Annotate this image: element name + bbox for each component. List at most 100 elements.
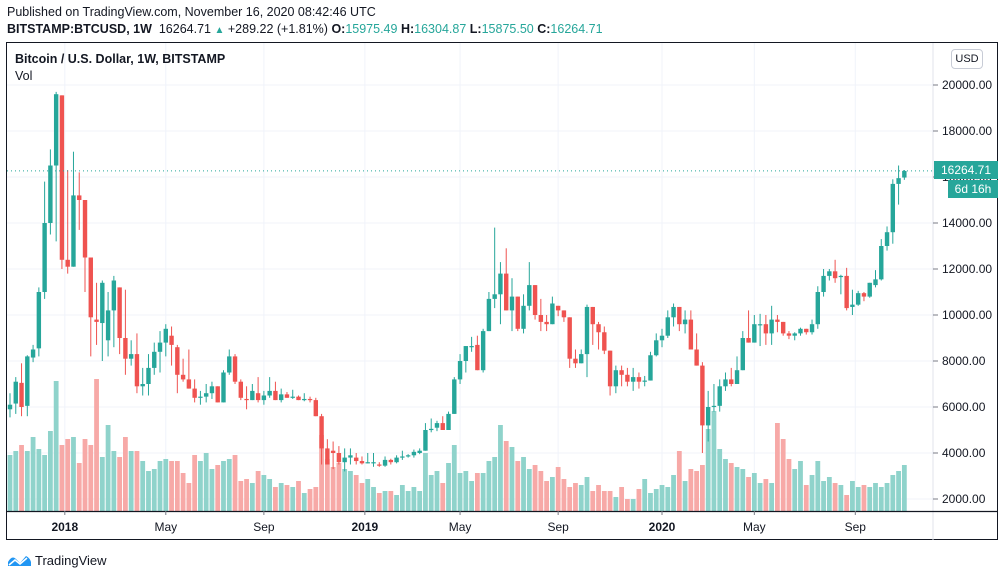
candle bbox=[250, 384, 255, 401]
candle-body bbox=[602, 332, 607, 351]
candle-body bbox=[463, 346, 469, 361]
candle-body bbox=[382, 459, 388, 466]
volume-bar bbox=[394, 495, 399, 511]
volume-bar bbox=[140, 461, 146, 511]
up-arrow-icon: ▲ bbox=[214, 25, 225, 36]
candle bbox=[261, 390, 267, 405]
candle-body bbox=[152, 351, 157, 368]
candle bbox=[688, 310, 694, 350]
volume-bar bbox=[313, 487, 319, 511]
candle bbox=[53, 91, 59, 242]
candle-body bbox=[775, 319, 780, 322]
volume-bar bbox=[157, 461, 163, 511]
candle-body bbox=[665, 317, 670, 336]
volume-bar bbox=[763, 479, 769, 511]
candle-body bbox=[377, 464, 382, 466]
candle-body bbox=[809, 324, 815, 333]
candle-body bbox=[584, 306, 590, 355]
candle-body bbox=[515, 296, 520, 329]
candle bbox=[544, 315, 549, 332]
candle bbox=[492, 227, 497, 309]
candle bbox=[377, 462, 382, 467]
candle-body bbox=[792, 333, 797, 336]
candle-body bbox=[579, 354, 584, 364]
candle-body bbox=[648, 355, 653, 381]
candle bbox=[192, 379, 197, 403]
candle-body bbox=[613, 370, 619, 387]
candle-body bbox=[625, 374, 630, 382]
candle bbox=[879, 239, 884, 281]
candle-body bbox=[555, 305, 561, 311]
candle bbox=[902, 169, 907, 180]
candle-body bbox=[821, 275, 826, 292]
candle bbox=[613, 365, 619, 394]
candle bbox=[700, 362, 705, 453]
candle-body bbox=[711, 405, 717, 408]
candle-body bbox=[659, 335, 665, 341]
candle-body bbox=[527, 285, 532, 306]
candle bbox=[348, 448, 353, 465]
candle-body bbox=[198, 396, 203, 398]
candle bbox=[896, 165, 901, 205]
candle-body bbox=[100, 282, 105, 324]
candle bbox=[232, 354, 238, 384]
candle bbox=[140, 367, 145, 396]
volume-bar bbox=[463, 471, 469, 511]
candle bbox=[267, 377, 272, 398]
candle bbox=[146, 354, 151, 396]
volume-bar bbox=[99, 457, 105, 511]
candle bbox=[36, 287, 42, 357]
candle bbox=[290, 389, 295, 399]
candle-body bbox=[734, 370, 740, 384]
candle bbox=[550, 296, 555, 325]
candle bbox=[630, 367, 636, 391]
y-tick-label: 10000.00 bbox=[942, 308, 992, 322]
candle-body bbox=[48, 165, 53, 223]
candle bbox=[677, 306, 682, 332]
volume-bar bbox=[365, 479, 371, 511]
volume-bar bbox=[376, 493, 382, 511]
candle-body bbox=[850, 304, 855, 307]
volume-bar bbox=[371, 487, 376, 511]
candle-body bbox=[232, 356, 238, 382]
candle bbox=[694, 333, 699, 366]
candle-body bbox=[302, 398, 307, 401]
candle-body bbox=[296, 396, 301, 401]
candle-body bbox=[509, 296, 515, 311]
candle-body bbox=[452, 379, 457, 414]
volume-bar bbox=[446, 463, 451, 511]
candle-body bbox=[88, 257, 93, 318]
candle-body bbox=[532, 285, 538, 315]
volume-bar bbox=[13, 451, 19, 511]
candle bbox=[77, 172, 82, 230]
candle bbox=[538, 298, 544, 332]
candle bbox=[100, 280, 105, 361]
candle-body bbox=[694, 349, 699, 366]
candle bbox=[821, 269, 826, 297]
chart-legend: Bitcoin / U.S. Dollar, 1W, BITSTAMP Vol bbox=[15, 52, 225, 83]
candle bbox=[711, 384, 717, 412]
volume-bar bbox=[803, 485, 809, 511]
volume-bar bbox=[538, 471, 544, 511]
tradingview-logo[interactable]: TradingView bbox=[6, 550, 107, 570]
candle-body bbox=[30, 349, 36, 358]
candle bbox=[382, 456, 388, 467]
candle bbox=[838, 274, 844, 295]
candle-body bbox=[175, 347, 180, 375]
candle-body bbox=[65, 259, 70, 267]
candle-body bbox=[163, 328, 168, 343]
volume-bar bbox=[596, 485, 601, 511]
candle-body bbox=[827, 271, 832, 276]
volume-bar bbox=[388, 491, 394, 511]
candle-body bbox=[394, 457, 399, 463]
volume-bar bbox=[411, 487, 417, 511]
candle-body bbox=[117, 287, 122, 338]
candle bbox=[313, 397, 319, 417]
volume-bar bbox=[24, 451, 30, 511]
volume-bar bbox=[290, 487, 296, 511]
candle bbox=[238, 379, 243, 401]
currency-button[interactable]: USD bbox=[951, 49, 983, 69]
candle-body bbox=[844, 275, 849, 309]
tradingview-logo-icon bbox=[8, 556, 31, 566]
